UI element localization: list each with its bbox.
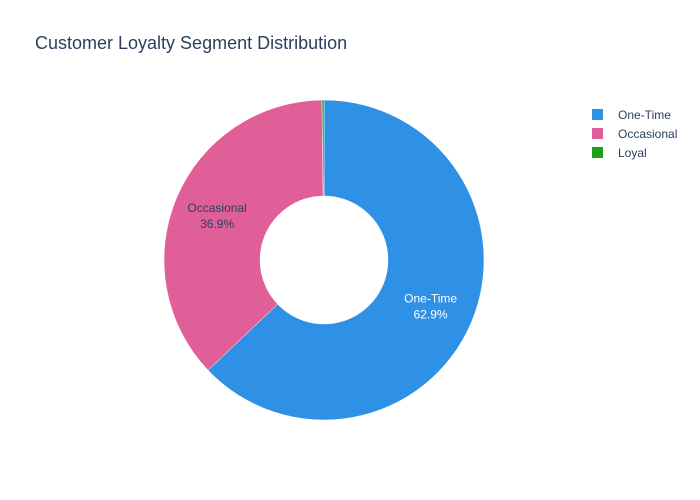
legend-item-one-time[interactable]: One-Time	[592, 105, 677, 124]
legend-swatch	[592, 128, 603, 139]
slice-one-time[interactable]	[207, 99, 485, 421]
legend-label: Occasional	[618, 126, 678, 141]
legend-swatch	[592, 109, 603, 120]
slice-loyal[interactable]	[321, 99, 325, 197]
slice-label-one-time: One-Time 62.9%	[404, 292, 457, 322]
slice-occasional[interactable]	[163, 99, 324, 371]
chart-legend[interactable]: One-Time Occasional Loyal	[592, 105, 677, 162]
slice-label-occasional: Occasional 36.9%	[187, 201, 246, 231]
chart-title: Customer Loyalty Segment Distribution	[35, 33, 348, 53]
legend-item-loyal[interactable]: Loyal	[592, 143, 677, 162]
legend-swatch	[592, 147, 603, 158]
legend-label: Loyal	[618, 145, 647, 160]
legend-label: One-Time	[618, 107, 671, 122]
legend-item-occasional[interactable]: Occasional	[592, 124, 677, 143]
